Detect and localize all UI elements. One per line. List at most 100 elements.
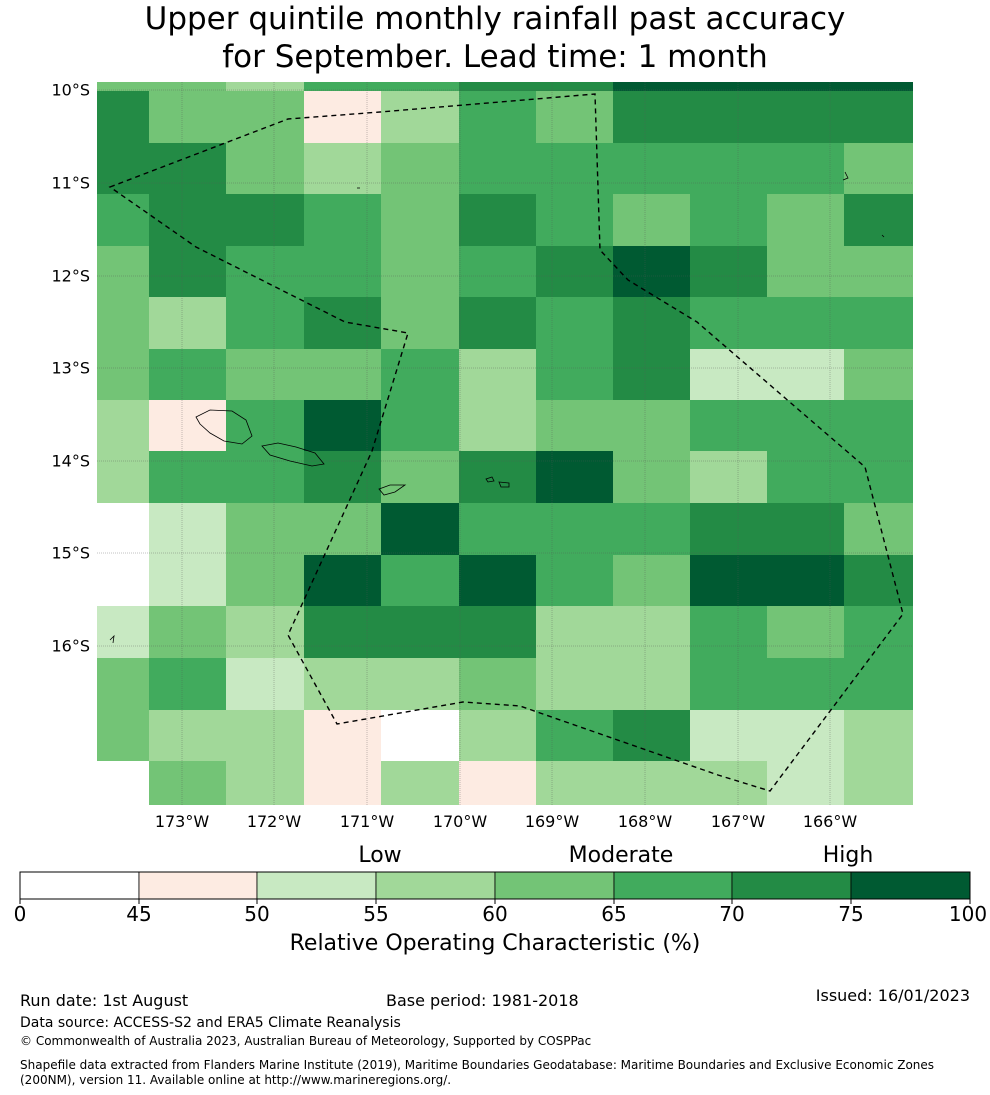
map-cell	[459, 246, 536, 297]
map-cell	[381, 91, 459, 143]
lon-label-171w: 171°W	[339, 812, 395, 831]
map-cell	[459, 555, 536, 606]
map-cell	[690, 297, 767, 349]
map-cell	[304, 349, 381, 400]
map-cell	[149, 91, 226, 143]
map-cell	[381, 82, 459, 91]
map-cell	[536, 297, 613, 349]
map-cell	[381, 400, 459, 451]
map-cell	[613, 91, 690, 143]
map-cell	[690, 606, 767, 658]
map-cell	[97, 710, 149, 761]
map-cell	[381, 451, 459, 503]
legend-tick-60: 60	[482, 902, 508, 926]
legend-border	[19, 871, 971, 900]
coastline-manua-a	[485, 476, 495, 483]
map-cell	[381, 297, 459, 349]
map-cell	[613, 658, 690, 710]
map-cell	[690, 710, 767, 761]
map-cell	[767, 297, 844, 349]
map-cell	[381, 658, 459, 710]
map-cell	[149, 555, 226, 606]
legend-swatch	[850, 871, 971, 900]
eez-boundaries	[108, 93, 904, 792]
map-cell	[149, 297, 226, 349]
map-cell	[226, 555, 304, 606]
map-cell	[381, 503, 459, 555]
map-cell	[459, 761, 536, 805]
map-cell	[767, 349, 844, 400]
map-cell	[459, 143, 536, 194]
eez-boundary-tokelau-samoa	[108, 93, 904, 792]
map-cell	[304, 658, 381, 710]
shapefile-credit-line-2: (200NM), version 11. Available online at…	[20, 1073, 452, 1087]
map-cell	[304, 710, 381, 761]
map-cell	[613, 503, 690, 555]
map-cell	[381, 349, 459, 400]
lon-label-173w: 173°W	[154, 812, 210, 831]
map-cell	[304, 297, 381, 349]
map-cell	[226, 297, 304, 349]
map-cell	[536, 761, 613, 805]
map-title-line-2: for September. Lead time: 1 month	[222, 39, 768, 75]
map-cell	[226, 761, 304, 805]
coastline-tutuila	[378, 484, 407, 496]
map-cell	[690, 555, 767, 606]
map-cell	[690, 503, 767, 555]
map-cell	[536, 606, 613, 658]
map-cell	[690, 91, 767, 143]
map-cell	[767, 503, 844, 555]
lat-label-14s: 14°S	[51, 451, 90, 471]
map-cell	[459, 194, 536, 246]
map-cell	[304, 606, 381, 658]
map-cell	[459, 349, 536, 400]
map-cell	[304, 400, 381, 451]
coastline-savaii	[195, 409, 253, 445]
map-cell	[226, 400, 304, 451]
legend-swatch	[375, 871, 496, 900]
map-cell	[536, 503, 613, 555]
legend-category-low: Low	[358, 843, 402, 868]
map-cell	[381, 710, 459, 761]
map-cell	[767, 246, 844, 297]
map-cell	[226, 82, 304, 91]
lat-label-15s: 15°S	[51, 543, 90, 563]
map-cell	[844, 606, 913, 658]
legend-tick-65: 65	[601, 902, 627, 926]
map-cell	[381, 761, 459, 805]
map-cell	[149, 349, 226, 400]
map-cell	[844, 658, 913, 710]
map-cell	[536, 658, 613, 710]
map-cell	[613, 451, 690, 503]
map-cell	[97, 606, 149, 658]
map-cell	[459, 451, 536, 503]
lat-label-13s: 13°S	[51, 358, 90, 378]
base-period: Base period: 1981-2018	[386, 991, 579, 1010]
lat-label-10s: 10°S	[51, 80, 90, 100]
map-cell	[536, 400, 613, 451]
map-cell	[767, 194, 844, 246]
map-cell	[844, 246, 913, 297]
lon-label-168w: 168°W	[617, 812, 673, 831]
map-cell	[381, 606, 459, 658]
legend-swatch	[494, 871, 615, 900]
map-cell	[844, 194, 913, 246]
map-cell	[690, 349, 767, 400]
map-cell	[613, 349, 690, 400]
map-cell	[613, 555, 690, 606]
map-cell	[767, 143, 844, 194]
map-cell	[767, 400, 844, 451]
map-cell	[767, 82, 844, 91]
map-cell	[690, 400, 767, 451]
map-cell	[226, 606, 304, 658]
legend-swatch	[613, 871, 733, 900]
lat-label-16s: 16°S	[51, 636, 90, 656]
map-cell	[536, 143, 613, 194]
map-cell	[97, 658, 149, 710]
legend-tick-50: 50	[244, 902, 270, 926]
map-cell	[767, 451, 844, 503]
map-title: Upper quintile monthly rainfall past acc…	[0, 0, 990, 76]
legend-swatch	[138, 871, 258, 900]
